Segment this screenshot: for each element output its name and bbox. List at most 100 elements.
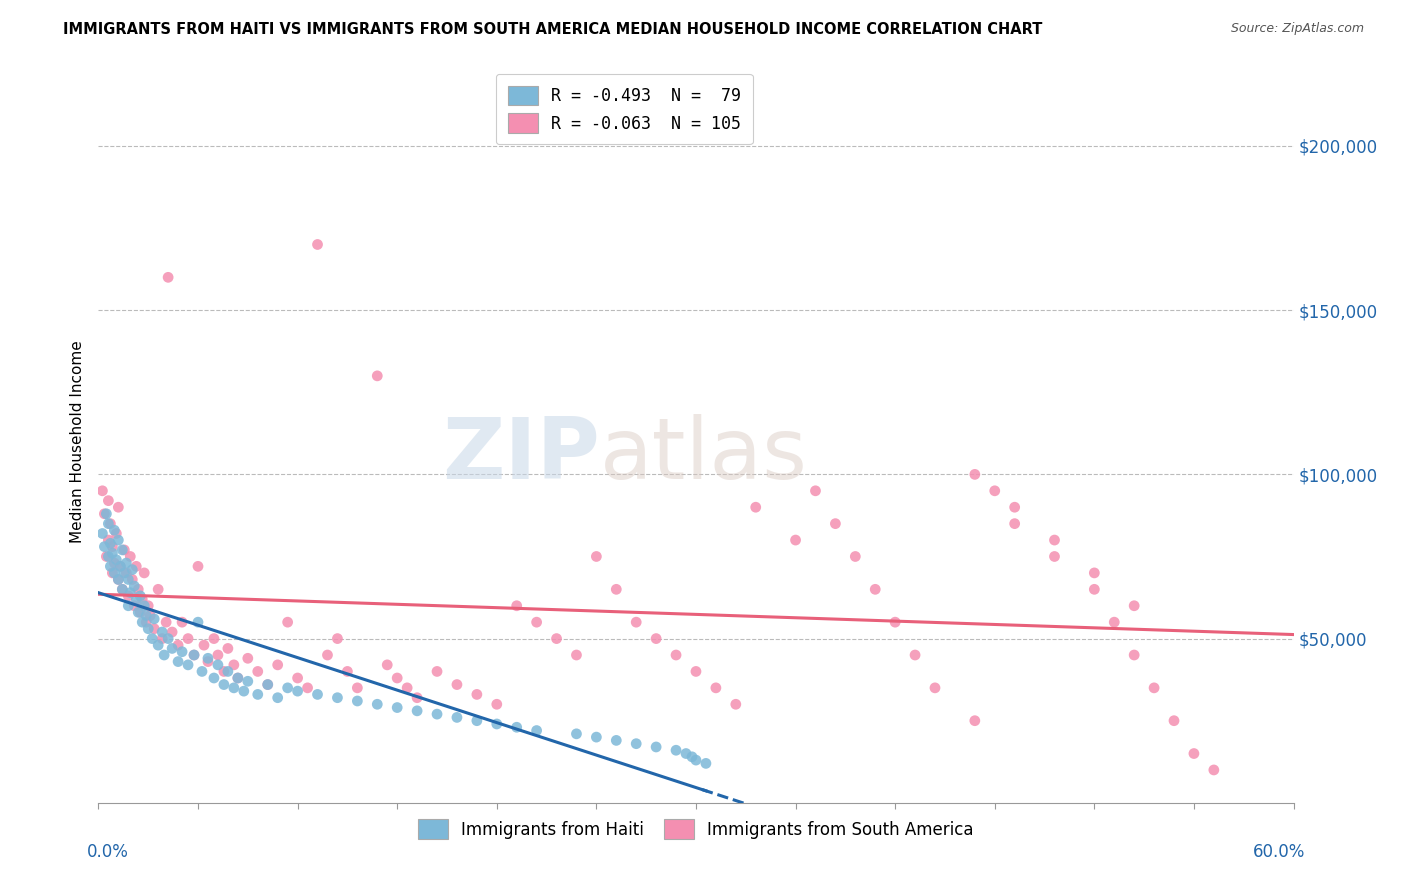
Point	[129, 589, 152, 603]
Point	[396, 681, 419, 695]
Point	[115, 566, 138, 580]
Point	[143, 622, 166, 636]
Point	[565, 727, 588, 741]
Text: Source: ZipAtlas.com: Source: ZipAtlas.com	[1230, 22, 1364, 36]
Point	[963, 467, 986, 482]
Point	[124, 599, 146, 613]
Point	[187, 615, 209, 630]
Point	[134, 566, 156, 580]
Point	[101, 566, 124, 580]
Point	[704, 681, 727, 695]
Point	[107, 500, 129, 515]
Point	[984, 483, 1007, 498]
Point	[804, 483, 827, 498]
Point	[167, 638, 190, 652]
Point	[131, 592, 153, 607]
Point	[605, 733, 627, 747]
Point	[110, 559, 132, 574]
Point	[136, 599, 159, 613]
Point	[197, 651, 219, 665]
Point	[1123, 648, 1146, 662]
Point	[98, 559, 122, 574]
Point	[160, 641, 183, 656]
Point	[724, 698, 747, 712]
Point	[120, 549, 142, 564]
Point	[127, 605, 149, 619]
Point	[665, 648, 688, 662]
Point	[136, 622, 159, 636]
Point	[150, 632, 173, 646]
Point	[267, 690, 290, 705]
Point	[465, 714, 488, 728]
Point	[107, 573, 129, 587]
Text: IMMIGRANTS FROM HAITI VS IMMIGRANTS FROM SOUTH AMERICA MEDIAN HOUSEHOLD INCOME C: IMMIGRANTS FROM HAITI VS IMMIGRANTS FROM…	[63, 22, 1043, 37]
Point	[207, 657, 229, 672]
Point	[346, 681, 368, 695]
Point	[326, 632, 349, 646]
Point	[385, 671, 409, 685]
Point	[129, 605, 152, 619]
Point	[112, 566, 135, 580]
Point	[135, 615, 157, 630]
Point	[155, 615, 177, 630]
Point	[222, 681, 245, 695]
Point	[97, 516, 120, 531]
Point	[127, 582, 149, 597]
Point	[506, 720, 529, 734]
Point	[191, 665, 214, 679]
Point	[91, 483, 114, 498]
Point	[157, 632, 180, 646]
Point	[172, 615, 194, 630]
Point	[217, 641, 239, 656]
Point	[307, 237, 329, 252]
Point	[103, 523, 125, 537]
Point	[326, 690, 349, 705]
Point	[117, 599, 139, 613]
Text: atlas: atlas	[600, 415, 808, 498]
Point	[426, 707, 449, 722]
Point	[685, 753, 707, 767]
Point	[103, 556, 125, 570]
Point	[121, 573, 143, 587]
Point	[212, 665, 235, 679]
Point	[202, 671, 225, 685]
Point	[446, 677, 468, 691]
Point	[485, 717, 508, 731]
Point	[1043, 549, 1066, 564]
Point	[232, 684, 254, 698]
Point	[1182, 747, 1205, 761]
Point	[366, 368, 388, 383]
Point	[107, 573, 129, 587]
Point	[685, 665, 707, 679]
Point	[246, 665, 269, 679]
Point	[202, 632, 225, 646]
Point	[526, 615, 548, 630]
Point	[193, 638, 215, 652]
Point	[135, 608, 157, 623]
Point	[212, 677, 235, 691]
Point	[103, 566, 125, 580]
Point	[385, 700, 409, 714]
Point	[97, 533, 120, 547]
Point	[546, 632, 568, 646]
Point	[98, 536, 122, 550]
Point	[745, 500, 768, 515]
Point	[101, 546, 124, 560]
Point	[375, 657, 398, 672]
Point	[117, 589, 139, 603]
Point	[177, 657, 200, 672]
Point	[96, 549, 118, 564]
Point	[183, 648, 205, 662]
Point	[605, 582, 627, 597]
Point	[1004, 500, 1026, 515]
Point	[585, 730, 607, 744]
Point	[197, 655, 219, 669]
Point	[844, 549, 866, 564]
Point	[526, 723, 548, 738]
Point	[565, 648, 588, 662]
Point	[110, 559, 132, 574]
Point	[112, 542, 135, 557]
Point	[97, 549, 120, 564]
Point	[485, 698, 508, 712]
Point	[226, 671, 249, 685]
